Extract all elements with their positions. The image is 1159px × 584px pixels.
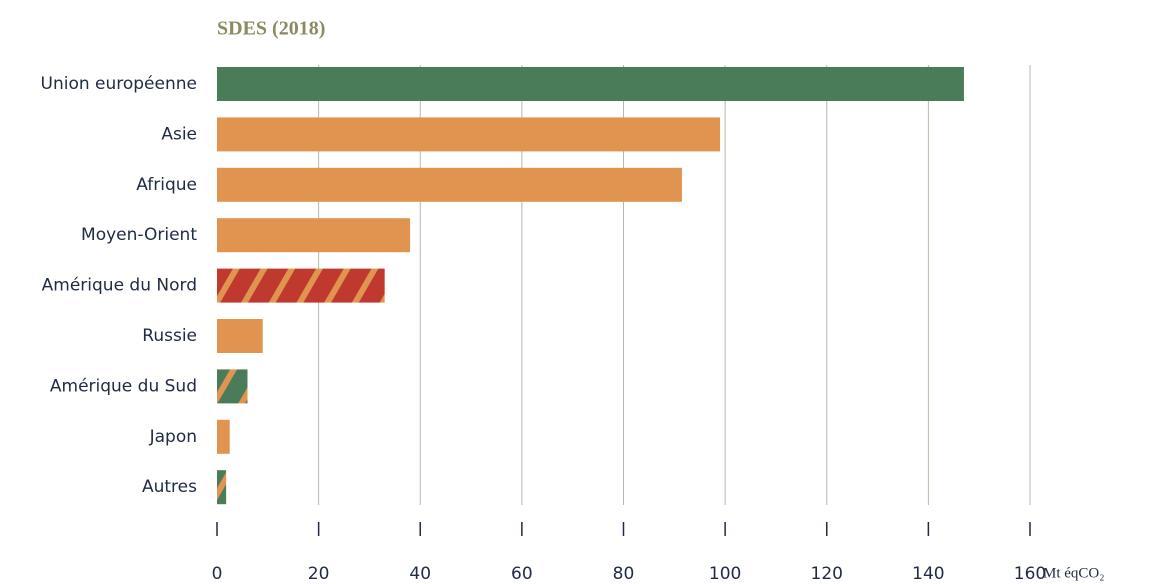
x-axis-label: Mt éqCO₂ [1043,565,1104,581]
x-tick-label: 60 [511,564,533,584]
y-tick-label: Union européenne [41,74,198,94]
y-tick-label: Moyen-Orient [81,225,197,245]
x-tick-label: 140 [912,564,944,584]
bar [217,419,230,454]
chart-title: SDES (2018) [217,18,325,40]
x-tick-label: 40 [409,564,431,584]
bar [217,369,248,404]
x-tick-label: 120 [811,564,843,584]
y-tick-label: Asie [161,124,197,144]
bar [217,117,721,152]
y-tick-label: Russie [142,326,197,346]
x-tick-label: 100 [709,564,741,584]
y-tick-label: Autres [142,477,197,497]
y-tick-label: Amérique du Nord [42,276,197,296]
bar [217,268,385,303]
y-tick-label: Amérique du Sud [50,376,197,396]
x-tick-label: 0 [212,564,223,584]
y-tick-label: Japon [149,427,197,447]
x-tick-label: 160 [1014,564,1046,584]
bar [217,218,411,253]
bar [217,167,682,202]
bar [217,319,263,353]
bar [217,67,964,101]
x-tick-label: 20 [308,564,330,584]
bar [217,470,227,505]
x-tick-label: 80 [613,564,635,584]
y-tick-label: Afrique [136,175,197,195]
